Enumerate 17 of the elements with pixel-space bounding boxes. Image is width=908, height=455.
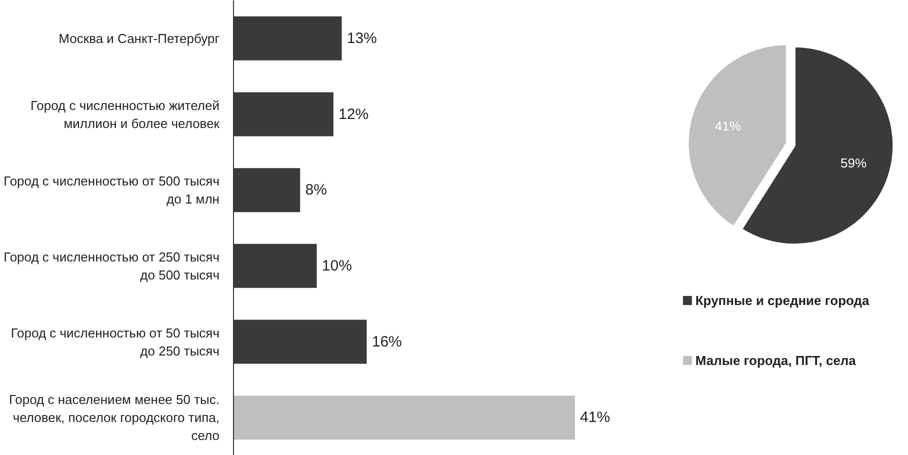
data-label: 59%	[840, 155, 867, 170]
legend-label: Малые города, ПГТ, села	[695, 353, 857, 368]
y-tick-label: Город с населением менее 50 тыс. человек, поселок городского типа, село	[8, 392, 220, 444]
data-label: 13%	[346, 30, 377, 47]
y-tick-label: Город с численностью жителей миллион и более человек	[30, 98, 220, 131]
y-tick-label: Город с численностью от 50 тысяч до 250 тысяч	[10, 325, 220, 358]
legend-label: Крупные и средние города	[695, 293, 870, 308]
bar	[234, 396, 575, 440]
data-label: 41%	[580, 409, 610, 426]
data-label: 8%	[305, 182, 327, 199]
data-label: 12%	[338, 106, 369, 123]
y-tick-label: Город с численностью от 250 тысяч до 500 тысяч	[4, 249, 220, 282]
data-label: 41%	[714, 118, 742, 134]
data-label: 16%	[372, 333, 402, 350]
y-tick-label: Москва и Санкт-Петербург	[58, 30, 220, 46]
data-label: 10%	[322, 257, 352, 274]
y-tick-label: Город с численностью от 500 тысяч до 1 млн	[4, 174, 220, 207]
